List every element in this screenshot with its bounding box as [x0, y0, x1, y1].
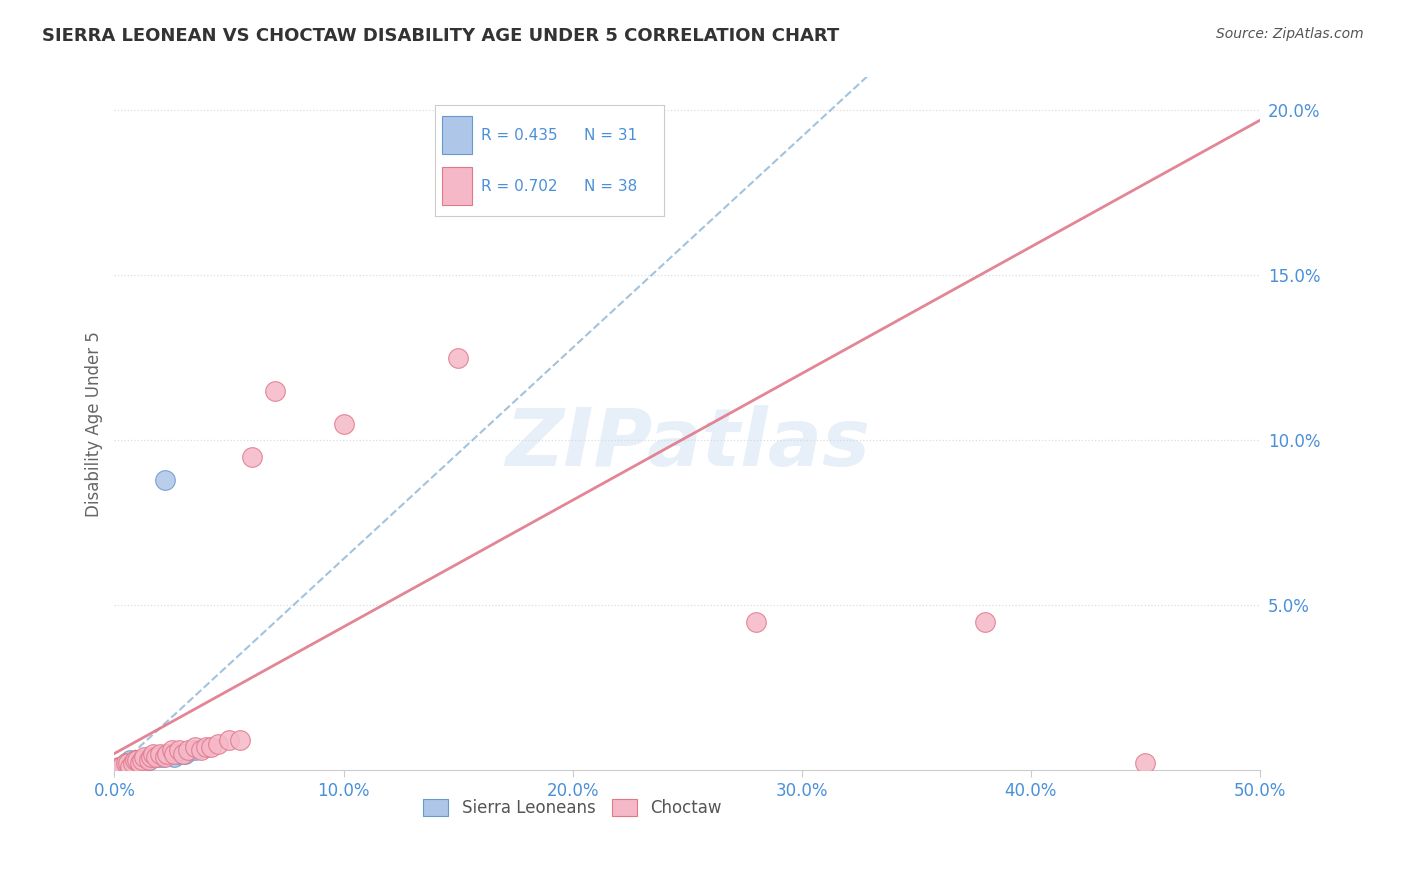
- Point: [127, 753, 149, 767]
- Point: [263, 384, 285, 398]
- Point: [134, 749, 156, 764]
- Point: [131, 753, 153, 767]
- Point: [195, 739, 218, 754]
- Point: [153, 473, 176, 487]
- Point: [138, 753, 160, 767]
- Point: [117, 756, 139, 771]
- Point: [167, 747, 190, 761]
- Point: [110, 760, 132, 774]
- Point: [152, 749, 174, 764]
- Point: [121, 760, 143, 774]
- Point: [183, 743, 205, 757]
- Point: [117, 760, 139, 774]
- Point: [156, 747, 179, 761]
- Point: [745, 615, 768, 629]
- Point: [108, 763, 131, 777]
- Point: [146, 749, 169, 764]
- Point: [128, 756, 150, 771]
- Point: [112, 760, 135, 774]
- Point: [112, 763, 135, 777]
- Point: [1135, 756, 1157, 771]
- Point: [190, 743, 212, 757]
- Point: [160, 743, 183, 757]
- Text: SIERRA LEONEAN VS CHOCTAW DISABILITY AGE UNDER 5 CORRELATION CHART: SIERRA LEONEAN VS CHOCTAW DISABILITY AGE…: [42, 27, 839, 45]
- Text: Source: ZipAtlas.com: Source: ZipAtlas.com: [1216, 27, 1364, 41]
- Point: [127, 756, 149, 771]
- Point: [177, 743, 200, 757]
- Point: [128, 753, 150, 767]
- Point: [167, 743, 190, 757]
- Point: [153, 749, 176, 764]
- Point: [105, 763, 128, 777]
- Point: [139, 749, 162, 764]
- Point: [163, 749, 186, 764]
- Point: [127, 753, 149, 767]
- Point: [124, 753, 146, 767]
- Text: ZIPatlas: ZIPatlas: [505, 406, 870, 483]
- Point: [124, 756, 146, 771]
- Point: [108, 760, 131, 774]
- Point: [183, 739, 205, 754]
- Point: [172, 747, 194, 761]
- Y-axis label: Disability Age Under 5: Disability Age Under 5: [86, 331, 103, 516]
- Point: [229, 733, 252, 747]
- Point: [200, 739, 222, 754]
- Point: [110, 763, 132, 777]
- Point: [142, 749, 165, 764]
- Point: [156, 747, 179, 761]
- Point: [145, 749, 167, 764]
- Point: [115, 756, 138, 771]
- Point: [207, 737, 229, 751]
- Point: [138, 753, 160, 767]
- Point: [120, 760, 142, 774]
- Point: [108, 760, 131, 774]
- Point: [163, 747, 186, 761]
- Point: [134, 753, 156, 767]
- Point: [332, 417, 354, 431]
- Point: [142, 747, 165, 761]
- Point: [561, 153, 583, 167]
- Point: [174, 747, 197, 761]
- Point: [240, 450, 263, 464]
- Point: [121, 756, 143, 771]
- Point: [121, 756, 143, 771]
- Point: [120, 760, 142, 774]
- Legend: Sierra Leoneans, Choctaw: Sierra Leoneans, Choctaw: [416, 792, 728, 824]
- Point: [131, 756, 153, 771]
- Point: [115, 760, 138, 774]
- Point: [974, 615, 997, 629]
- Point: [120, 753, 142, 767]
- Point: [110, 760, 132, 774]
- Point: [117, 756, 139, 771]
- Point: [149, 747, 172, 761]
- Point: [447, 351, 470, 365]
- Point: [218, 733, 240, 747]
- Point: [115, 756, 138, 771]
